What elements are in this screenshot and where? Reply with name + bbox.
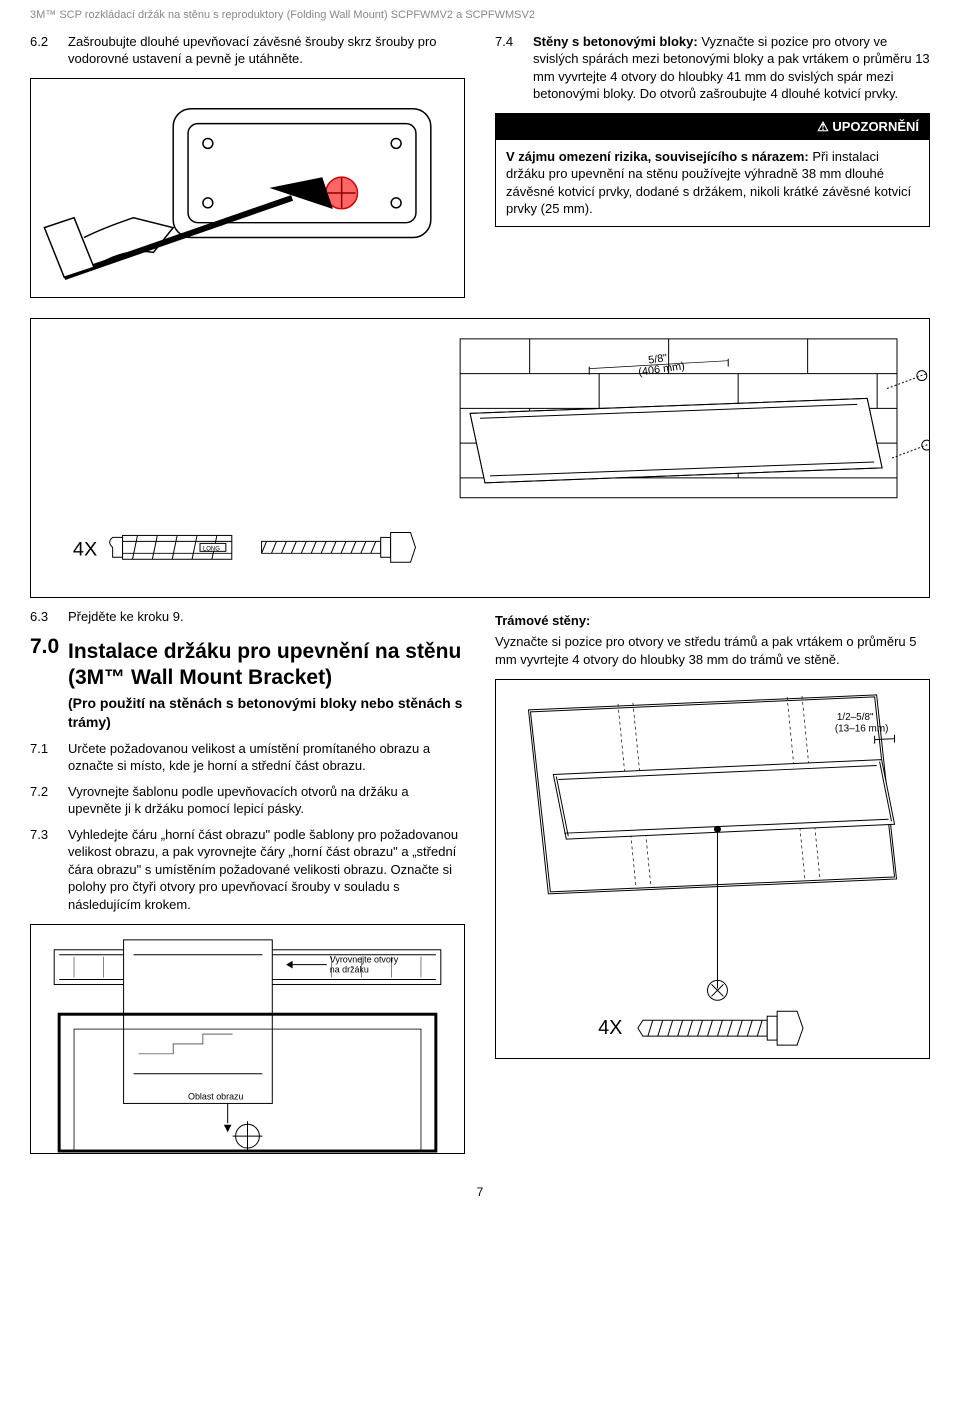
step-6-2: 6.2 Zašroubujte dlouhé upevňovací závěsn… xyxy=(30,33,465,68)
figure-template: Vyrovnejte otvory na držáku Oblast obraz… xyxy=(30,924,465,1154)
warning-box: ⚠ UPOZORNĚNÍ V zájmu omezení rizika, sou… xyxy=(495,113,930,227)
step-6-3: 6.3 Přejděte ke kroku 9. xyxy=(30,608,465,626)
step-text: Přejděte ke kroku 9. xyxy=(68,608,465,626)
step-num: 7.1 xyxy=(30,740,68,775)
tram-body: Vyznačte si pozice pro otvory ve středu … xyxy=(495,633,930,668)
svg-text:Oblast obrazu: Oblast obrazu xyxy=(188,1091,243,1101)
warning-heading: ⚠ UPOZORNĚNÍ xyxy=(496,114,929,140)
bottom-columns: 6.3 Přejděte ke kroku 9. 7.0 Instalace d… xyxy=(30,608,930,1164)
step-text: Stěny s betonovými bloky: Vyznačte si po… xyxy=(533,33,930,103)
step-num: 7.2 xyxy=(30,783,68,818)
svg-text:4X: 4X xyxy=(598,1017,622,1039)
section-7: 7.0 Instalace držáku pro upevnění na stě… xyxy=(30,633,465,739)
step-num: 6.2 xyxy=(30,33,68,68)
left-col-top: 6.2 Zašroubujte dlouhé upevňovací závěsn… xyxy=(30,33,465,308)
svg-text:na držáku: na držáku xyxy=(330,964,369,974)
section-num: 7.0 xyxy=(30,633,68,739)
step-text: Vyhledejte čáru „horní část obrazu" podl… xyxy=(68,826,465,914)
svg-text:(13–16 mm): (13–16 mm) xyxy=(835,723,889,734)
left-col-bottom: 6.3 Přejděte ke kroku 9. 7.0 Instalace d… xyxy=(30,608,465,1164)
step-text: Zašroubujte dlouhé upevňovací závěsné šr… xyxy=(68,33,465,68)
svg-text:4X: 4X xyxy=(73,538,97,560)
step-7-2: 7.2 Vyrovnejte šablonu podle upevňovacíc… xyxy=(30,783,465,818)
step-7-1: 7.1 Určete požadovanou velikost a umístě… xyxy=(30,740,465,775)
warning-body: V zájmu omezení rizika, souvisejícího s … xyxy=(496,140,929,226)
page-header: 3M™ SCP rozkládací držák na stěnu s repr… xyxy=(30,8,930,23)
section-title: Instalace držáku pro upevnění na stěnu (… xyxy=(68,639,465,689)
figure-ratchet xyxy=(30,78,465,298)
right-col-bottom: Trámové stěny: Vyznačte si pozice pro ot… xyxy=(495,608,930,1164)
figure-concrete-wall: 5/8" (406 mm) 4X LONG xyxy=(30,318,930,598)
section-sub: (Pro použití na stěnách s betonovými blo… xyxy=(68,694,465,732)
step-num: 6.3 xyxy=(30,608,68,626)
svg-text:1/2–5/8": 1/2–5/8" xyxy=(837,711,874,722)
step-title: Stěny s betonovými bloky: xyxy=(533,34,698,49)
step-7-4: 7.4 Stěny s betonovými bloky: Vyznačte s… xyxy=(495,33,930,103)
step-7-3: 7.3 Vyhledejte čáru „horní část obrazu" … xyxy=(30,826,465,914)
tram-title: Trámové stěny: xyxy=(495,612,930,630)
step-text: Určete požadovanou velikost a umístění p… xyxy=(68,740,465,775)
step-num: 7.4 xyxy=(495,33,533,103)
figure-stud-wall: 1/2–5/8" (13–16 mm) 4X xyxy=(495,679,930,1059)
svg-text:Vyrovnejte otvory: Vyrovnejte otvory xyxy=(330,954,399,964)
right-col-top: 7.4 Stěny s betonovými bloky: Vyznačte s… xyxy=(495,33,930,308)
warning-bold: V zájmu omezení rizika, souvisejícího s … xyxy=(506,149,809,164)
page-number: 7 xyxy=(30,1184,930,1200)
top-columns: 6.2 Zašroubujte dlouhé upevňovací závěsn… xyxy=(30,33,930,308)
svg-text:LONG: LONG xyxy=(203,546,220,552)
step-text: Vyrovnejte šablonu podle upevňovacích ot… xyxy=(68,783,465,818)
step-num: 7.3 xyxy=(30,826,68,914)
